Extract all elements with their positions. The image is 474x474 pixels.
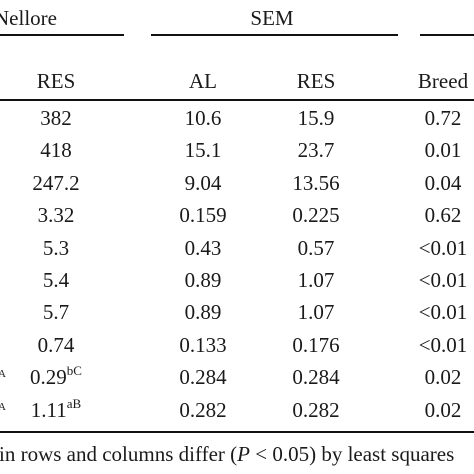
- nellore-group-rule: [0, 34, 124, 36]
- cell-res-nellore: 5.3: [43, 238, 69, 259]
- cell-breed-value: 0.72: [424, 106, 462, 130]
- cell-al: 0.282: [179, 400, 226, 421]
- footnote-prefix: in rows and columns differ (: [0, 442, 238, 466]
- cell-breed-value: <0.01: [418, 333, 468, 357]
- cell-res-sem-value: 0.176: [292, 333, 340, 357]
- cell-al: 0.89: [185, 302, 222, 323]
- cell-breed: 0.62: [425, 205, 462, 226]
- cell-res-sem: 1.07: [298, 302, 335, 323]
- cell-breed-value: 0.01: [424, 138, 462, 162]
- cell-res-sem: 0.284: [292, 367, 339, 388]
- cell-res-nellore-value: 247.2: [32, 171, 80, 195]
- cell-al-value: 10.6: [184, 106, 222, 130]
- cell-res-sem-value: 0.282: [292, 398, 340, 422]
- cell-breed: 0.02: [425, 367, 462, 388]
- cell-breed-value: <0.01: [418, 268, 468, 292]
- cell-breed-value: 0.62: [424, 203, 462, 227]
- cell-res-nellore: 3.32: [38, 205, 75, 226]
- footnote: in rows and columns differ (P < 0.05) by…: [0, 444, 454, 465]
- cell-breed: 0.04: [425, 173, 462, 194]
- cell-res-nellore: 247.2: [32, 173, 79, 194]
- cell-breed-value: 0.02: [424, 365, 462, 389]
- cell-res-nellore: 0.74: [38, 335, 75, 356]
- cell-res-nellore-value: 1.11: [30, 398, 67, 422]
- cell-breed: 0.72: [425, 108, 462, 129]
- col-header-breed: Breed: [417, 69, 469, 93]
- bottom-rule: [0, 431, 474, 433]
- header-rule: [0, 99, 474, 101]
- cell-al-value: 0.159: [179, 203, 227, 227]
- cell-res-sem-value: 0.57: [297, 236, 335, 260]
- cell-res-nellore-value: 418: [40, 138, 72, 162]
- col-header-res-nellore: RES: [36, 69, 76, 93]
- row-mark: A: [0, 368, 6, 380]
- cell-al-value: 0.43: [184, 236, 222, 260]
- cell-res-sem-value: 23.7: [297, 138, 335, 162]
- cell-breed-value: 0.02: [424, 398, 462, 422]
- cell-breed: 0.01: [425, 140, 462, 161]
- cell-breed-value: <0.01: [418, 300, 468, 324]
- cell-al-value: 0.89: [184, 300, 222, 324]
- cell-breed: <0.01: [419, 238, 468, 259]
- cell-breed: <0.01: [419, 302, 468, 323]
- cell-res-sem-value: 1.07: [297, 300, 335, 324]
- cell-al-value: 0.133: [179, 333, 227, 357]
- cell-al: 0.43: [185, 238, 222, 259]
- cell-al: 9.04: [185, 173, 222, 194]
- cell-al: 10.6: [185, 108, 222, 129]
- cell-res-sem: 13.56: [292, 173, 339, 194]
- cell-res-sem: 0.225: [292, 205, 339, 226]
- cell-res-nellore-value: 5.7: [42, 300, 70, 324]
- cell-al-value: 9.04: [184, 171, 222, 195]
- breed-group-rule: [420, 34, 474, 36]
- cell-res-sem: 0.282: [292, 400, 339, 421]
- cell-al: 0.284: [179, 367, 226, 388]
- cell-al: 0.159: [179, 205, 226, 226]
- cell-al: 15.1: [185, 140, 222, 161]
- cell-res-sem: 0.176: [292, 335, 339, 356]
- cell-breed-value: <0.01: [418, 236, 468, 260]
- group-header-nellore: Nellore: [0, 6, 57, 30]
- cell-al-value: 15.1: [184, 138, 222, 162]
- cell-res-sem-value: 1.07: [297, 268, 335, 292]
- col-header-res-sem: RES: [296, 69, 336, 93]
- cell-res-nellore: 0.29bC: [30, 364, 82, 389]
- cell-breed: 0.02: [425, 400, 462, 421]
- cell-res-nellore-value: 3.32: [37, 203, 75, 227]
- row-mark: A: [0, 401, 6, 413]
- cell-breed: <0.01: [419, 335, 468, 356]
- cell-res-nellore-value: 5.4: [42, 268, 70, 292]
- cell-res-nellore: 382: [40, 108, 72, 129]
- cell-res-sem: 23.7: [298, 140, 335, 161]
- group-header-sem: SEM: [250, 6, 294, 30]
- cell-al-value: 0.89: [184, 268, 222, 292]
- significance-superscript: aB: [66, 396, 82, 411]
- cell-res-nellore-value: 5.3: [42, 236, 70, 260]
- cell-al-value: 0.282: [179, 398, 227, 422]
- cell-al-value: 0.284: [179, 365, 227, 389]
- cell-res-nellore-value: 0.29: [30, 365, 67, 389]
- cell-res-nellore: 1.11aB: [30, 397, 81, 422]
- cell-res-nellore: 5.4: [43, 270, 69, 291]
- cell-res-sem-value: 0.225: [292, 203, 340, 227]
- cell-res-sem-value: 13.56: [292, 171, 340, 195]
- footnote-suffix: < 0.05) by least squares: [249, 442, 455, 466]
- sem-group-rule: [151, 34, 398, 36]
- cell-res-sem: 15.9: [298, 108, 335, 129]
- significance-superscript: bC: [66, 363, 82, 378]
- cell-al: 0.89: [185, 270, 222, 291]
- cell-res-sem-value: 0.284: [292, 365, 340, 389]
- cell-res-nellore: 418: [40, 140, 72, 161]
- cell-res-nellore: 5.7: [43, 302, 69, 323]
- cell-res-sem: 0.57: [298, 238, 335, 259]
- cell-res-sem-value: 15.9: [297, 106, 335, 130]
- cell-res-nellore-value: 0.74: [37, 333, 75, 357]
- col-header-al: AL: [189, 69, 217, 93]
- cell-al: 0.133: [179, 335, 226, 356]
- cell-breed-value: 0.04: [424, 171, 462, 195]
- footnote-p-symbol: P: [237, 442, 250, 466]
- cell-breed: <0.01: [419, 270, 468, 291]
- cell-res-sem: 1.07: [298, 270, 335, 291]
- cell-res-nellore-value: 382: [40, 106, 72, 130]
